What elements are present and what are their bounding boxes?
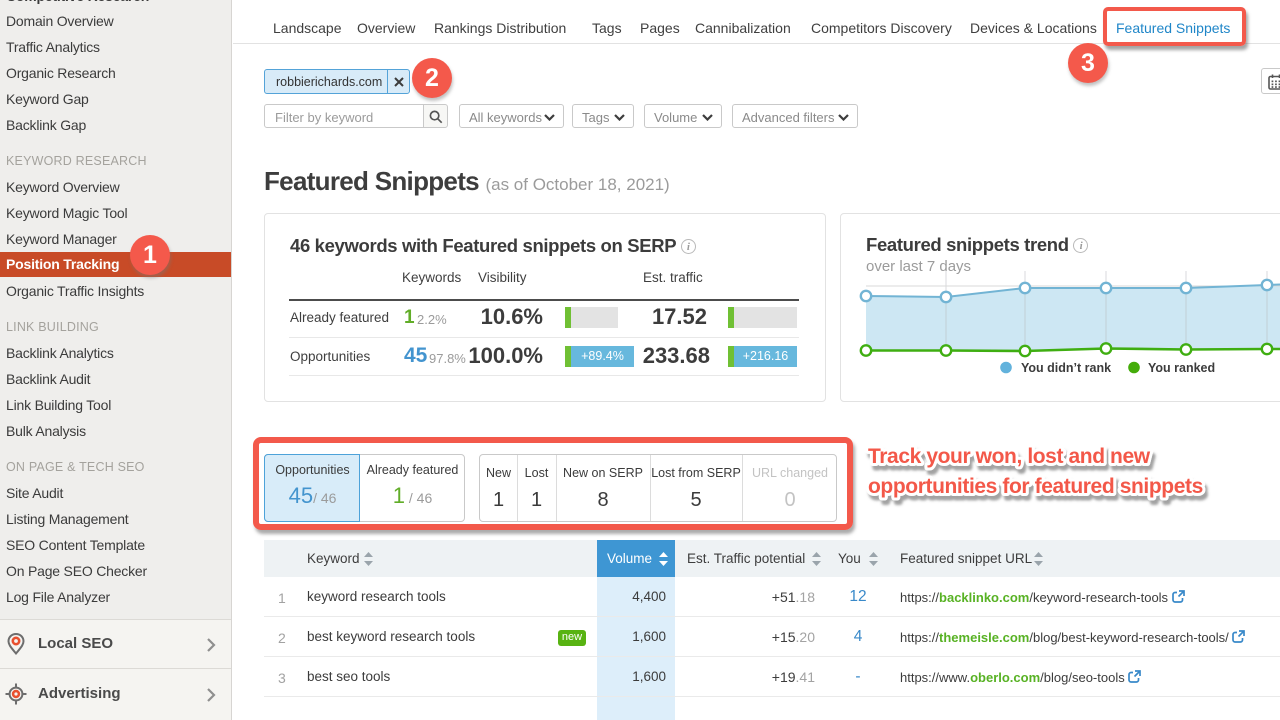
svg-text:Track your won, lost and new: Track your won, lost and new [868, 445, 1151, 468]
svg-text:You didn’t rank: You didn’t rank [1021, 361, 1111, 375]
svg-text:You ranked: You ranked [1148, 361, 1215, 375]
svg-text:opportunities for featured sni: opportunities for featured snippets [868, 475, 1203, 498]
